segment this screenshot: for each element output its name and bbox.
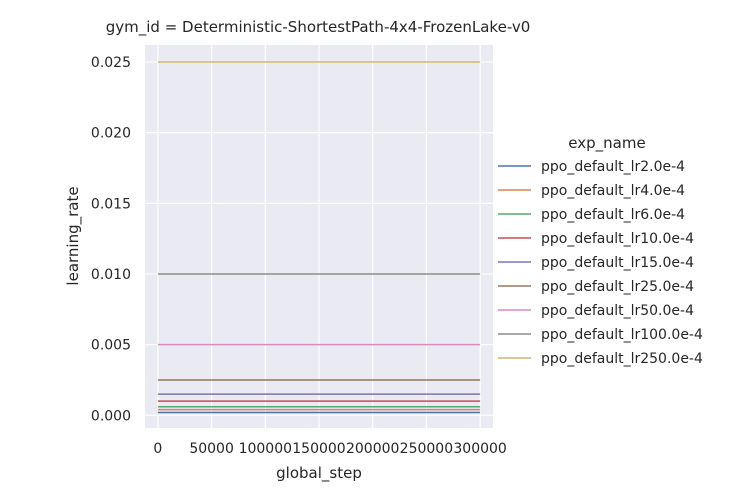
y-tick-label: 0.020: [91, 126, 131, 142]
y-tick-label: 0.000: [91, 408, 131, 424]
legend-entry: ppo_default_lr10.0e-4: [541, 231, 694, 247]
legend-entry: ppo_default_lr100.0e-4: [541, 327, 703, 343]
x-tick-label: 150000: [292, 441, 345, 457]
y-axis-label: learning_rate: [64, 186, 83, 285]
y-tick-label: 0.010: [91, 267, 131, 283]
legend-entry: ppo_default_lr25.0e-4: [541, 279, 694, 295]
x-tick-label: 100000: [239, 441, 292, 457]
x-tick-label: 200000: [346, 441, 399, 457]
x-tick-label: 250000: [400, 441, 453, 457]
legend-title: exp_name: [568, 134, 645, 153]
y-tick-label: 0.015: [91, 196, 131, 212]
x-axis-ticks: 0 50000 100000 150000 200000 250000 300000: [153, 441, 506, 457]
legend: exp_name ppo_default_lr2.0e-4 ppo_default…: [498, 134, 703, 367]
y-tick-label: 0.025: [91, 55, 131, 71]
y-tick-label: 0.005: [91, 338, 131, 354]
legend-entry: ppo_default_lr4.0e-4: [541, 183, 685, 199]
legend-entry: ppo_default_lr2.0e-4: [541, 159, 685, 175]
x-tick-label: 300000: [453, 441, 506, 457]
legend-entry: ppo_default_lr50.0e-4: [541, 303, 694, 319]
x-tick-label: 0: [153, 441, 162, 457]
chart-title: gym_id = Deterministic-ShortestPath-4x4-…: [106, 18, 531, 37]
series-lines: [157, 61, 481, 414]
legend-entry: ppo_default_lr250.0e-4: [541, 351, 703, 367]
x-axis-label: global_step: [276, 464, 362, 483]
x-tick-label: 50000: [189, 441, 234, 457]
legend-entry: ppo_default_lr15.0e-4: [541, 255, 694, 271]
legend-entry: ppo_default_lr6.0e-4: [541, 207, 685, 223]
y-axis-ticks: 0.000 0.005 0.010 0.015 0.020 0.025: [91, 55, 131, 424]
